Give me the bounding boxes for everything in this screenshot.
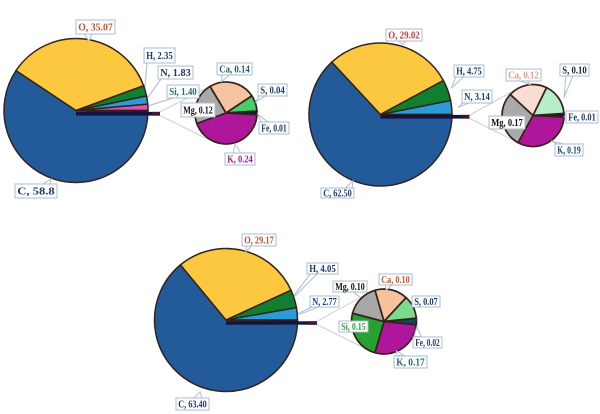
svg-text:C, 58.8: C, 58.8 [17, 187, 55, 198]
svg-text:S, 0.04: S, 0.04 [260, 86, 285, 97]
svg-text:C, 63.40: C, 63.40 [178, 400, 207, 411]
svg-text:O, 35.07: O, 35.07 [78, 23, 113, 34]
svg-text:Mg, 0.12: Mg, 0.12 [183, 106, 213, 117]
svg-text:Ca, 0.12: Ca, 0.12 [508, 71, 539, 82]
svg-text:S, 0.10: S, 0.10 [562, 66, 587, 77]
svg-text:K, 0.19: K, 0.19 [557, 146, 581, 157]
svg-text:O, 29.17: O, 29.17 [244, 236, 274, 247]
svg-text:C, 62.50: C, 62.50 [323, 189, 352, 200]
svg-text:H, 4.75: H, 4.75 [456, 67, 482, 78]
svg-text:Mg, 0.10: Mg, 0.10 [335, 282, 365, 293]
svg-text:Fe, 0.01: Fe, 0.01 [261, 124, 287, 135]
svg-text:K, 0.24: K, 0.24 [227, 155, 253, 166]
svg-text:Ca, 0.10: Ca, 0.10 [381, 275, 410, 286]
svg-text:O, 29.02: O, 29.02 [388, 31, 420, 42]
svg-text:K, 0.17: K, 0.17 [396, 358, 425, 369]
svg-text:Si, 0.15: Si, 0.15 [341, 322, 366, 333]
svg-text:Fe, 0.02: Fe, 0.02 [415, 338, 440, 349]
svg-text:N, 3.14: N, 3.14 [464, 92, 490, 103]
svg-text:N, 2.77: N, 2.77 [312, 297, 337, 308]
svg-text:Si, 1.40: Si, 1.40 [169, 87, 197, 98]
svg-text:H, 2.35: H, 2.35 [146, 51, 173, 62]
svg-text:Ca, 0.14: Ca, 0.14 [219, 65, 250, 76]
svg-text:H, 4.05: H, 4.05 [309, 264, 336, 275]
svg-text:Mg, 0.17: Mg, 0.17 [491, 118, 523, 129]
svg-text:Fe, 0.01: Fe, 0.01 [568, 113, 596, 124]
svg-text:N, 1.83: N, 1.83 [160, 68, 191, 79]
svg-text:S, 0.07: S, 0.07 [414, 297, 438, 308]
